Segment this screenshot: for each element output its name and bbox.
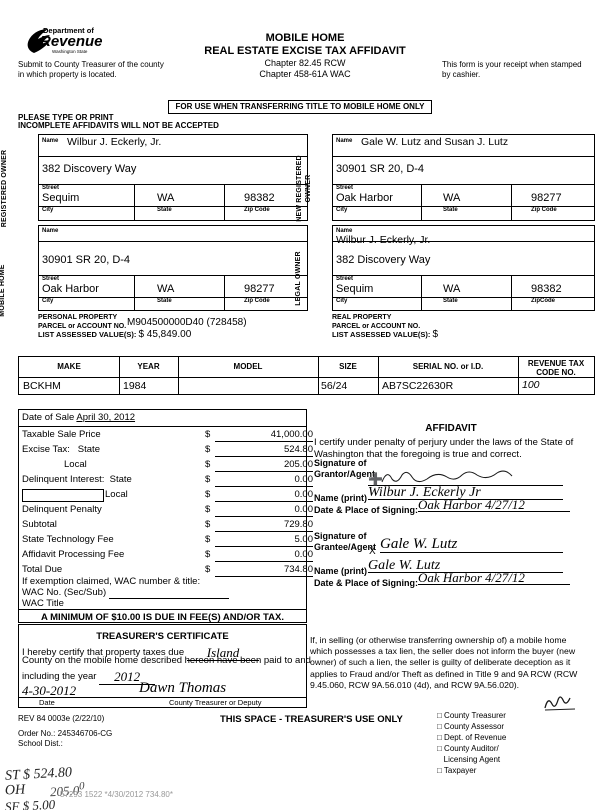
svg-text:Revenue: Revenue: [40, 33, 103, 50]
svg-text:Washington State: Washington State: [52, 49, 88, 54]
